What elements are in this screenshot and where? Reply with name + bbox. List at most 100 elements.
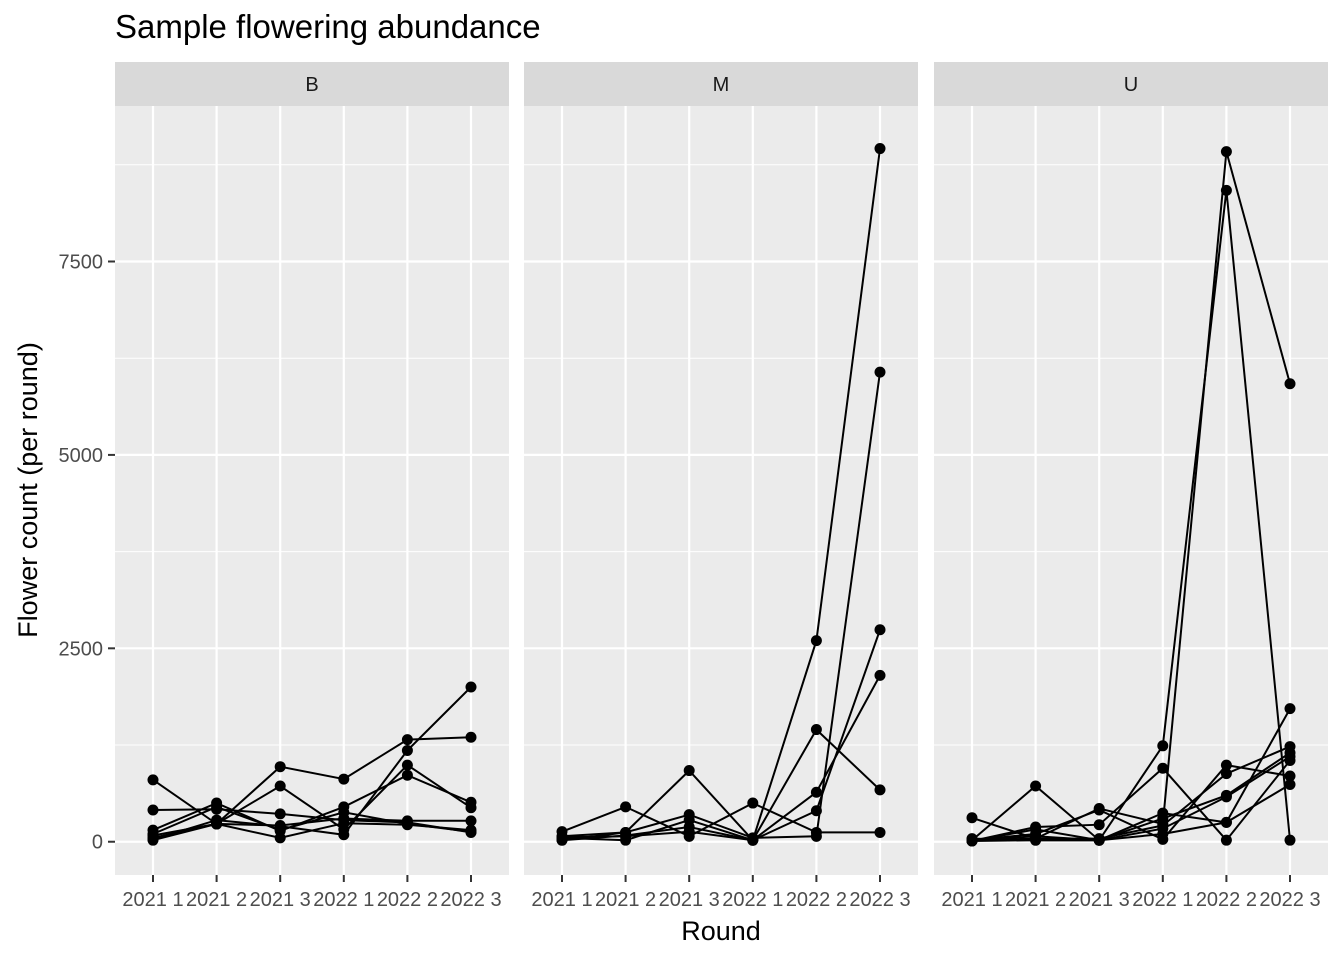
x-tick-label: 2021 3 <box>1069 889 1130 911</box>
data-point <box>274 832 286 844</box>
data-point <box>874 669 886 681</box>
data-point <box>1220 834 1232 846</box>
series-line <box>971 755 1291 842</box>
data-point <box>465 815 477 827</box>
data-point <box>683 765 695 777</box>
data-point <box>274 824 286 836</box>
data-point <box>1093 804 1105 816</box>
data-point <box>338 773 350 785</box>
series-line <box>971 759 1291 842</box>
data-point <box>465 802 477 814</box>
series-line <box>561 728 881 842</box>
x-tick-label: 2021 3 <box>250 889 311 911</box>
series-line <box>561 674 881 842</box>
data-point <box>1284 741 1296 753</box>
data-point <box>810 724 822 736</box>
x-tick-label: 2022 2 <box>1196 889 1257 911</box>
data-point <box>966 834 978 846</box>
data-point <box>1220 146 1232 158</box>
facet-panel-b: B 2021 1 2021 2 2021 3 2022 1 2022 2 2022 3 <box>115 62 509 911</box>
data-point <box>810 635 822 647</box>
data-point <box>1220 759 1232 771</box>
data-point <box>874 784 886 796</box>
x-tick-label: 2022 2 <box>786 889 847 911</box>
data-point <box>556 831 568 843</box>
facet-strip <box>115 62 509 106</box>
series-line <box>971 190 1291 842</box>
data-point <box>274 761 286 773</box>
data-point <box>1093 819 1105 831</box>
facet-strip <box>934 62 1328 106</box>
chart-title: Sample flowering abundance <box>115 8 541 45</box>
data-point <box>1284 378 1296 390</box>
data-point <box>1284 770 1296 782</box>
data-point <box>620 830 632 842</box>
y-axis-title: Flower count (per round) <box>13 342 43 638</box>
data-point <box>810 805 822 817</box>
data-point <box>274 780 286 792</box>
data-point <box>1220 184 1232 196</box>
data-point <box>1220 768 1232 780</box>
data-point <box>1284 834 1296 846</box>
facet-panel-m: M 2021 1 2021 2 2021 3 2022 1 2022 2 2022 3 <box>524 62 918 911</box>
data-point <box>747 834 759 846</box>
data-point <box>465 826 477 838</box>
x-tick-label: 2022 3 <box>440 889 501 911</box>
x-tick-label: 2022 3 <box>849 889 910 911</box>
x-tick-label: 2021 2 <box>1005 889 1066 911</box>
data-point <box>274 808 286 820</box>
x-tick-label: 2022 1 <box>313 889 374 911</box>
data-point <box>338 829 350 841</box>
series-line <box>152 808 472 834</box>
data-point <box>1093 834 1105 846</box>
x-tick-label: 2022 2 <box>377 889 438 911</box>
facet-strip-label: M <box>713 74 730 96</box>
data-point <box>401 744 413 756</box>
y-tick-label: 0 <box>92 832 103 854</box>
data-point <box>810 830 822 842</box>
data-point <box>1220 791 1232 803</box>
x-tick-label: 2021 2 <box>595 889 656 911</box>
x-tick-label: 2021 2 <box>186 889 247 911</box>
data-point <box>147 774 159 786</box>
x-tick-label: 2021 1 <box>531 889 592 911</box>
y-tick-label: 2500 <box>59 638 104 660</box>
data-point <box>1030 830 1042 842</box>
data-point <box>401 769 413 781</box>
data-point <box>747 797 759 809</box>
series-line <box>152 805 472 835</box>
data-point <box>874 143 886 155</box>
data-point <box>966 812 978 824</box>
facet-strip-label: U <box>1124 74 1138 96</box>
facet-strip-label: B <box>305 74 318 96</box>
x-tick-label: 2022 3 <box>1259 889 1320 911</box>
data-point <box>1220 816 1232 828</box>
data-point <box>465 731 477 743</box>
x-tick-label: 2021 3 <box>659 889 720 911</box>
data-point <box>1157 823 1169 835</box>
data-point <box>1284 751 1296 763</box>
data-point <box>874 366 886 378</box>
data-point <box>1157 740 1169 752</box>
data-point <box>147 828 159 840</box>
data-point <box>1284 703 1296 715</box>
data-point <box>1284 778 1296 790</box>
x-tick-label: 2021 1 <box>941 889 1002 911</box>
x-axis-title: Round <box>681 916 761 946</box>
data-point <box>211 818 223 830</box>
series-line <box>971 764 1291 842</box>
x-tick-label: 2022 1 <box>722 889 783 911</box>
data-point <box>401 734 413 746</box>
data-point <box>810 786 822 798</box>
y-tick-label: 7500 <box>59 252 104 274</box>
panel-background <box>934 106 1328 875</box>
facet-strip <box>524 62 918 106</box>
data-point <box>874 624 886 636</box>
series-line <box>971 783 1291 842</box>
panel-background <box>115 106 509 875</box>
series-line <box>971 751 1291 842</box>
series-line <box>561 371 881 842</box>
panel-background <box>524 106 918 875</box>
